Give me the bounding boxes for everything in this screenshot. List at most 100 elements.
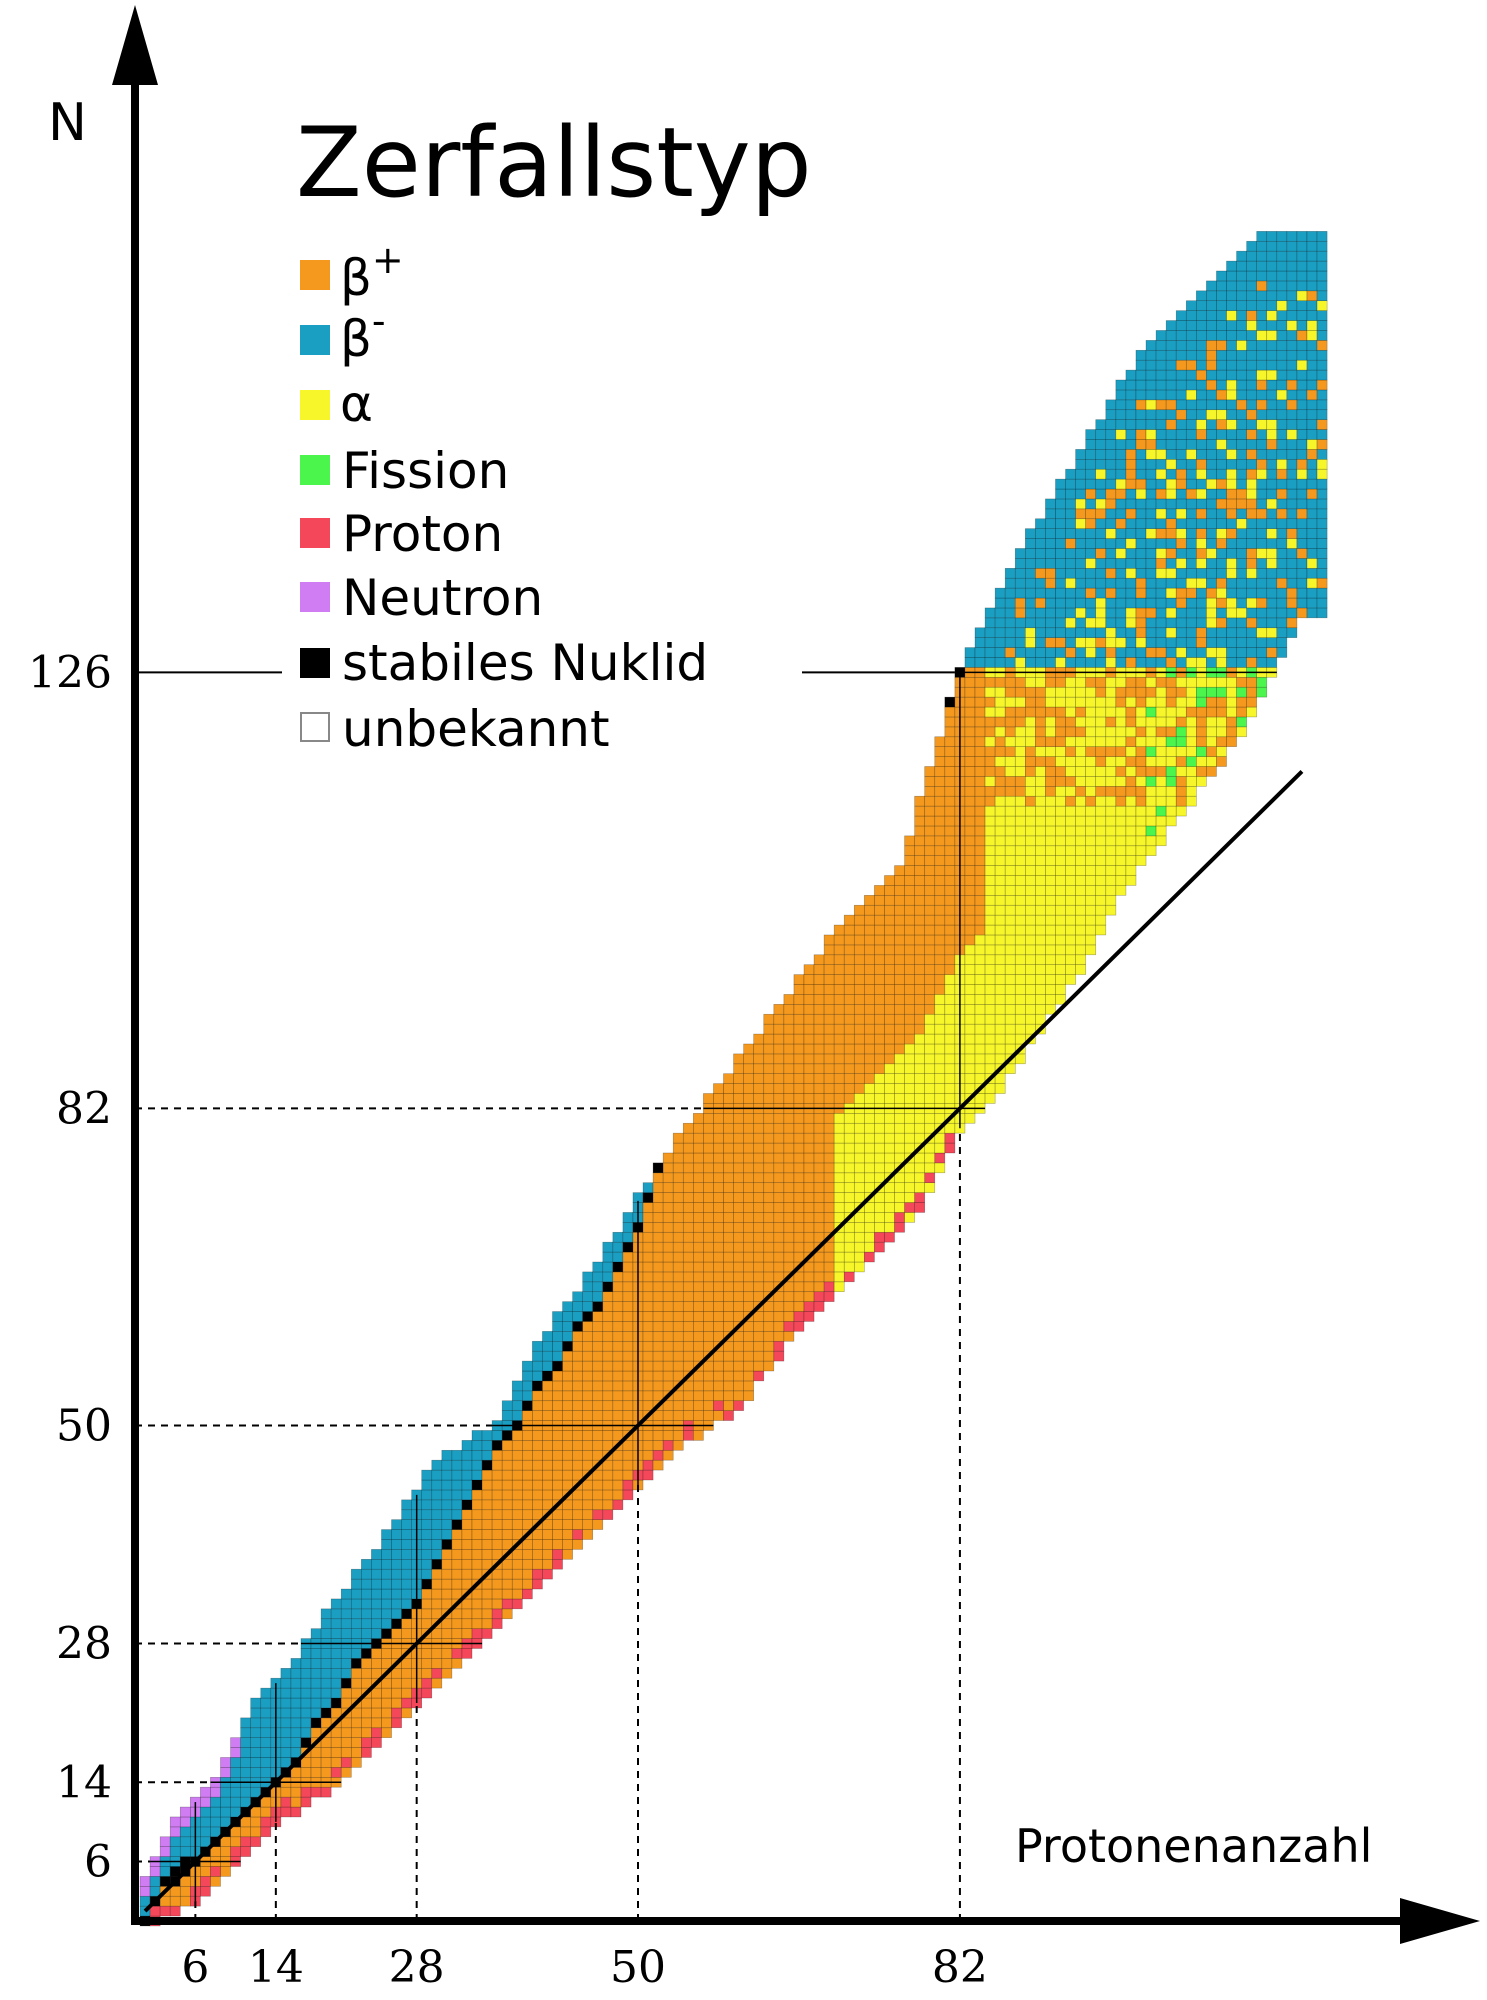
- nuclide-cell-beta-plus: [542, 1449, 553, 1461]
- nuclide-cell-alpha: [1306, 439, 1318, 450]
- nuclide-cell-beta-minus: [1095, 538, 1107, 549]
- nuclide-cell-beta-minus: [1276, 558, 1288, 569]
- nuclide-cell-beta-plus: [914, 795, 926, 807]
- nuclide-cell-alpha: [1175, 746, 1187, 757]
- nuclide-cell-beta-minus: [1286, 280, 1298, 292]
- nuclide-cell-beta-plus: [853, 914, 865, 926]
- nuclide-cell-beta-plus: [773, 1271, 785, 1283]
- nuclide-cell-beta-plus: [984, 795, 996, 807]
- nuclide-cell-beta-minus: [1004, 597, 1016, 609]
- nuclide-cell-alpha: [1055, 954, 1066, 965]
- nuclide-cell-beta-plus: [894, 1033, 905, 1045]
- nuclide-cell-beta-plus: [652, 1172, 664, 1184]
- nuclide-cell-beta-plus: [833, 1053, 845, 1065]
- nuclide-cell-beta-minus: [1226, 548, 1237, 559]
- nuclide-cell-beta-minus: [1256, 577, 1268, 589]
- nuclide-cell-beta-minus: [1185, 478, 1197, 490]
- nuclide-cell-proton: [713, 1400, 724, 1411]
- nuclide-cell-beta-plus: [813, 1023, 825, 1035]
- y-tick-label: 50: [56, 1401, 112, 1452]
- nuclide-cell-beta-plus: [753, 1122, 765, 1134]
- nuclide-cell-beta-plus: [602, 1489, 614, 1501]
- nuclide-cell-alpha: [904, 1182, 915, 1193]
- nuclide-cell-beta-plus: [823, 1063, 835, 1074]
- nuclide-cell-beta-minus: [1226, 409, 1237, 420]
- nuclide-cell-beta-plus: [481, 1598, 493, 1610]
- nuclide-cell-beta-plus: [733, 1222, 744, 1233]
- nuclide-cell-alpha: [853, 1142, 865, 1154]
- nuclide-cell-beta-plus: [210, 1846, 221, 1857]
- nuclide-cell-beta-minus: [169, 1836, 181, 1847]
- nuclide-cell-beta-minus: [491, 1430, 503, 1441]
- nuclide-cell-alpha: [994, 726, 1006, 738]
- nuclide-cell-beta-plus: [1095, 676, 1107, 688]
- nuclide-cell-beta-plus: [843, 954, 855, 965]
- nuclide-cell-beta-minus: [1266, 518, 1278, 529]
- nuclide-cell-beta-minus: [1115, 567, 1127, 579]
- nuclide-cell-beta-minus: [441, 1489, 453, 1501]
- nuclide-cell-beta-plus: [471, 1489, 483, 1501]
- nuclide-cell-beta-plus: [813, 1261, 825, 1273]
- nuclide-cell-alpha: [1075, 924, 1086, 936]
- nuclide-cell-beta-minus: [1125, 647, 1137, 658]
- nuclide-cell-beta-minus: [1276, 597, 1288, 609]
- nuclide-cell-beta-plus: [964, 756, 976, 767]
- nuclide-cell-beta-plus: [562, 1519, 573, 1530]
- nuclide-cell-beta-minus: [330, 1628, 342, 1639]
- nuclide-cell-beta-minus: [300, 1677, 312, 1689]
- nuclide-cell-beta-minus: [1226, 300, 1237, 311]
- nuclide-cell-alpha: [914, 1162, 926, 1174]
- nuclide-cell-beta-minus: [994, 597, 1006, 609]
- nuclide-cell-beta-minus: [1085, 627, 1097, 638]
- nuclide-cell-beta-plus: [763, 1271, 775, 1283]
- nuclide-cell-beta-plus: [713, 1251, 724, 1263]
- nuclide-cell-alpha: [994, 984, 1006, 995]
- nuclide-cell-beta-plus: [743, 1043, 754, 1055]
- nuclide-cell-fission: [1196, 686, 1207, 698]
- nuclide-cell-beta-plus: [693, 1400, 704, 1411]
- nuclide-cell-alpha: [1045, 964, 1056, 975]
- nuclide-cell-beta-plus: [743, 1301, 754, 1312]
- nuclide-cell-beta-minus: [1256, 290, 1268, 302]
- nuclide-cell-beta-plus: [964, 786, 976, 797]
- nuclide-cell-beta-minus: [1276, 538, 1288, 549]
- nuclide-cell-alpha: [924, 1083, 936, 1094]
- nuclide-cell-alpha: [874, 1192, 885, 1203]
- nuclide-cell-beta-minus: [1316, 607, 1328, 619]
- nuclide-cell-alpha: [884, 1222, 895, 1233]
- nuclide-cell-beta-plus: [1226, 498, 1237, 510]
- nuclide-cell-beta-plus: [884, 954, 895, 965]
- nuclide-cell-beta-minus: [1185, 617, 1197, 629]
- nuclide-cell-beta-minus: [481, 1449, 493, 1461]
- nuclide-cell-alpha: [1014, 845, 1026, 856]
- nuclide-cell-beta-minus: [350, 1598, 362, 1610]
- nuclide-cell-beta-plus: [371, 1687, 382, 1699]
- nuclide-cell-beta-plus: [1135, 627, 1147, 638]
- nuclide-cell-beta-plus: [934, 954, 946, 965]
- nuclide-cell-alpha: [1105, 686, 1117, 698]
- nuclide-cell-beta-minus: [1035, 528, 1046, 539]
- nuclide-cell-beta-plus: [833, 1063, 845, 1074]
- nuclide-cell-beta-minus: [1216, 429, 1227, 440]
- nuclide-cell-beta-plus: [733, 1360, 744, 1372]
- nuclide-cell-alpha: [1155, 786, 1167, 797]
- nuclide-cell-beta-minus: [1236, 647, 1247, 658]
- nuclide-cell-alpha: [1145, 795, 1157, 807]
- nuclide-cell-alpha: [833, 1261, 845, 1273]
- nuclide-cell-alpha: [1085, 904, 1097, 916]
- nuclide-cell-beta-plus: [703, 1380, 714, 1392]
- nuclide-cell-beta-plus: [884, 974, 895, 985]
- nuclide-cell-beta-plus: [451, 1539, 463, 1550]
- nuclide-cell-beta-minus: [391, 1568, 402, 1580]
- nuclide-cell-alpha: [1125, 746, 1137, 757]
- nuclide-cell-beta-plus: [964, 746, 976, 757]
- nuclide-cell-alpha: [1206, 597, 1217, 609]
- nuclide-cell-beta-minus: [1216, 637, 1227, 648]
- nuclide-cell-alpha: [1085, 825, 1097, 837]
- nuclide-cell-alpha: [1105, 825, 1117, 837]
- nuclide-cell-beta-plus: [1206, 696, 1217, 708]
- nuclide-cell-beta-minus: [1115, 498, 1127, 510]
- nuclide-cell-beta-plus: [713, 1360, 724, 1372]
- nuclide-cell-beta-minus: [1045, 657, 1056, 668]
- nuclide-cell-alpha: [864, 1162, 875, 1174]
